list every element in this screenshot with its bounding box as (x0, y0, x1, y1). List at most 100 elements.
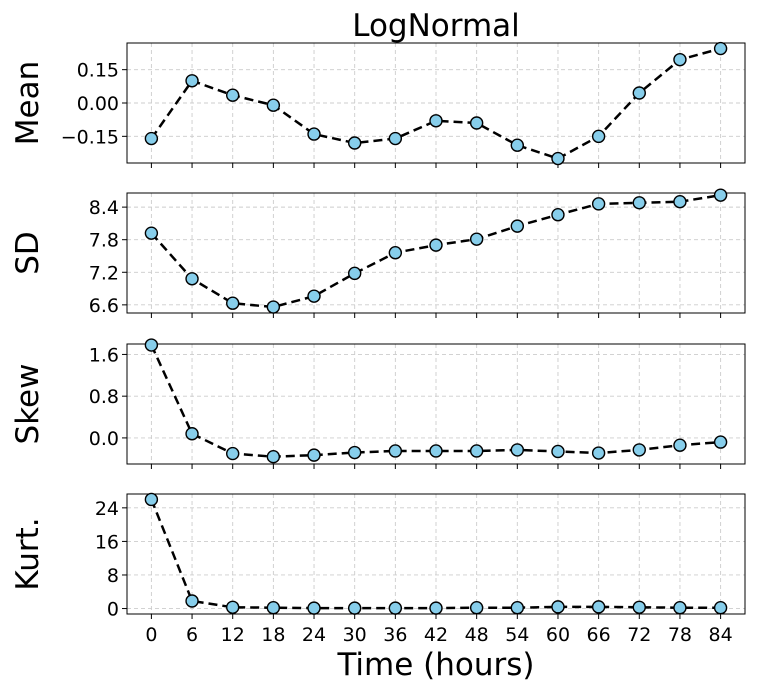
data-point-sd (185, 272, 199, 286)
y-axis-label-kurt: Kurt. (10, 517, 46, 590)
panel-skew: 1.6 0.8 0.0 Skew (10, 338, 746, 469)
x-tick-labels: 0 6 12 18 24 30 36 42 48 54 60 66 72 78 84 (145, 624, 732, 646)
x-tick-label: 48 (465, 624, 489, 646)
data-point-kurt (632, 600, 646, 614)
x-tick-label: 66 (587, 624, 611, 646)
x-tick-label: 72 (627, 624, 651, 646)
data-point-mean (429, 114, 443, 128)
y-tick-label: 7.2 (89, 262, 119, 284)
y-tick-label: 0 (107, 599, 119, 621)
y-tick-label: 0.15 (77, 60, 119, 82)
data-point-skew (185, 427, 199, 441)
data-point-mean (144, 131, 159, 146)
data-point-sd (388, 246, 403, 260)
data-point-mean (510, 138, 525, 152)
data-point-mean (347, 136, 362, 150)
y-axis-label-mean: Mean (10, 61, 46, 145)
panels-group: 0.150.00−0.15Mean8.47.87.26.6SD1.60.80.0… (10, 41, 746, 646)
data-point-skew (632, 443, 646, 457)
x-tick-label: 84 (709, 624, 733, 646)
x-tick-label: 36 (383, 624, 407, 646)
data-point-sd (591, 197, 606, 211)
data-point-kurt (510, 601, 525, 615)
data-point-kurt (266, 601, 281, 615)
data-point-mean (673, 52, 687, 67)
data-point-kurt (347, 601, 362, 615)
x-tick-label: 78 (668, 624, 692, 646)
y-tick-label: 24 (95, 498, 119, 520)
data-point-skew (469, 444, 484, 458)
series-line-skew (150, 344, 721, 458)
x-tick-label: 12 (221, 624, 245, 646)
data-point-skew (551, 444, 565, 459)
data-point-skew (388, 444, 403, 458)
data-point-sd (307, 289, 321, 303)
y-axis-label-sd: SD (10, 231, 46, 275)
data-point-skew (673, 438, 687, 452)
data-point-mean (713, 41, 728, 56)
panel-mean: 0.15 0.00 −0.15 Mean (10, 41, 746, 168)
y-tick-label: 0.0 (89, 428, 119, 450)
chart-title: LogNormal (352, 8, 520, 44)
data-point-mean (551, 151, 565, 166)
data-point-sd (673, 194, 687, 209)
data-point-sd (429, 238, 443, 252)
y-tick-label: 0.8 (89, 386, 119, 408)
panel-kurt: 24 16 8 0 Kurt. (10, 492, 746, 621)
data-point-kurt (551, 600, 565, 614)
data-point-kurt (673, 601, 687, 615)
x-tick-label: 30 (343, 624, 367, 646)
panel-sd: 8.4 7.8 7.2 6.6 SD (10, 188, 746, 318)
data-point-kurt (429, 601, 443, 615)
data-point-sd (347, 266, 362, 281)
data-point-mean (307, 127, 321, 141)
data-point-sd (510, 219, 525, 233)
data-point-mean (185, 74, 199, 88)
x-tick-label: 6 (186, 624, 198, 646)
x-tick-label: 54 (505, 624, 529, 646)
y-tick-label: 8 (107, 565, 119, 587)
data-point-mean (469, 116, 484, 130)
data-point-kurt (388, 601, 403, 615)
data-point-skew (591, 446, 606, 460)
data-point-skew (266, 449, 281, 464)
data-point-mean (591, 129, 606, 144)
x-tick-label: 24 (302, 624, 326, 646)
data-point-skew (144, 338, 159, 352)
series-line-mean (150, 47, 721, 160)
x-tick-label: 60 (546, 624, 570, 646)
data-point-skew (429, 444, 443, 458)
x-tick-label: 42 (424, 624, 448, 646)
y-tick-label: 6.6 (89, 295, 119, 317)
data-point-skew (510, 443, 525, 457)
data-point-kurt (469, 601, 484, 615)
data-point-kurt (307, 601, 321, 615)
data-point-sd (632, 196, 646, 210)
data-point-mean (632, 86, 646, 100)
data-point-kurt (713, 601, 728, 615)
data-point-sd (469, 232, 484, 246)
data-point-skew (307, 448, 321, 462)
y-tick-label: −0.15 (61, 126, 119, 148)
y-axis-label-skew: Skew (10, 364, 46, 445)
data-point-kurt (591, 600, 606, 614)
y-tick-label: 7.8 (89, 230, 119, 252)
data-point-kurt (144, 492, 159, 507)
y-tick-label: 1.6 (89, 344, 119, 366)
y-tick-label: 8.4 (89, 197, 119, 219)
data-point-skew (713, 435, 728, 449)
data-point-sd (144, 226, 159, 240)
data-point-sd (713, 188, 728, 202)
data-point-mean (226, 88, 240, 102)
data-point-kurt (226, 600, 240, 614)
y-tick-label: 0.00 (77, 93, 119, 115)
data-point-mean (388, 131, 403, 146)
x-axis-label: Time (hours) (336, 647, 534, 683)
data-point-kurt (185, 594, 199, 608)
data-point-sd (266, 300, 281, 314)
x-tick-label: 18 (261, 624, 285, 646)
data-point-sd (551, 208, 565, 222)
y-tick-label: 16 (95, 531, 119, 553)
data-point-sd (226, 296, 240, 310)
